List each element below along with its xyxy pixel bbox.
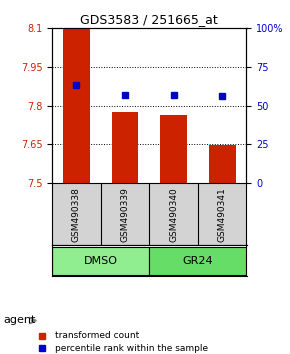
FancyBboxPatch shape	[52, 247, 149, 275]
Text: GR24: GR24	[183, 256, 213, 266]
Bar	[63, 28, 90, 183]
FancyBboxPatch shape	[149, 247, 246, 275]
Title: GDS3583 / 251665_at: GDS3583 / 251665_at	[80, 13, 218, 26]
Bar	[160, 115, 187, 183]
Text: agent: agent	[3, 315, 35, 325]
Text: DMSO: DMSO	[84, 256, 118, 266]
Text: transformed count: transformed count	[55, 331, 139, 340]
Bar	[209, 145, 235, 183]
Text: percentile rank within the sample: percentile rank within the sample	[55, 344, 208, 353]
Text: GSM490339: GSM490339	[121, 187, 130, 242]
Bar	[112, 112, 138, 183]
Text: GSM490338: GSM490338	[72, 187, 81, 242]
Text: GSM490341: GSM490341	[218, 187, 227, 241]
Text: GSM490340: GSM490340	[169, 187, 178, 241]
